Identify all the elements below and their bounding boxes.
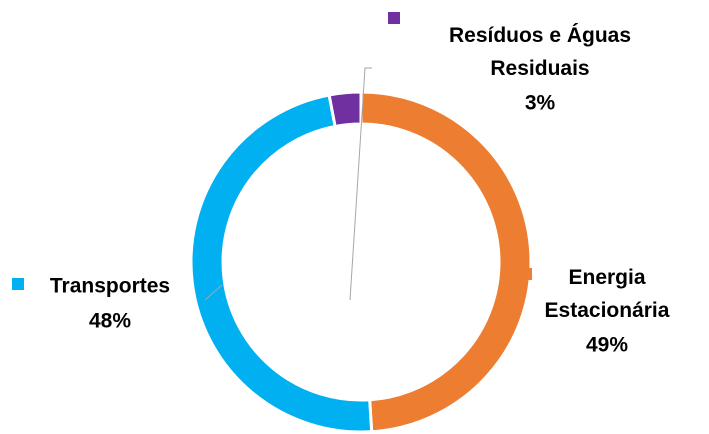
donut-slice <box>359 90 533 434</box>
category-label: Transportes <box>50 275 170 298</box>
donut-slice <box>189 93 374 434</box>
donut-slice <box>327 90 363 129</box>
leader-line <box>349 67 372 301</box>
value-label: 3% <box>525 92 556 115</box>
legend-swatch <box>12 278 24 290</box>
legend-swatch <box>388 12 400 24</box>
value-label: 48% <box>89 310 131 333</box>
category-label: Energia Estacionária <box>545 266 670 322</box>
value-label: 49% <box>586 334 628 357</box>
leader-line <box>204 284 223 301</box>
category-label: Resíduos e Águas Residuais <box>449 24 631 80</box>
legend-swatch <box>520 268 532 280</box>
